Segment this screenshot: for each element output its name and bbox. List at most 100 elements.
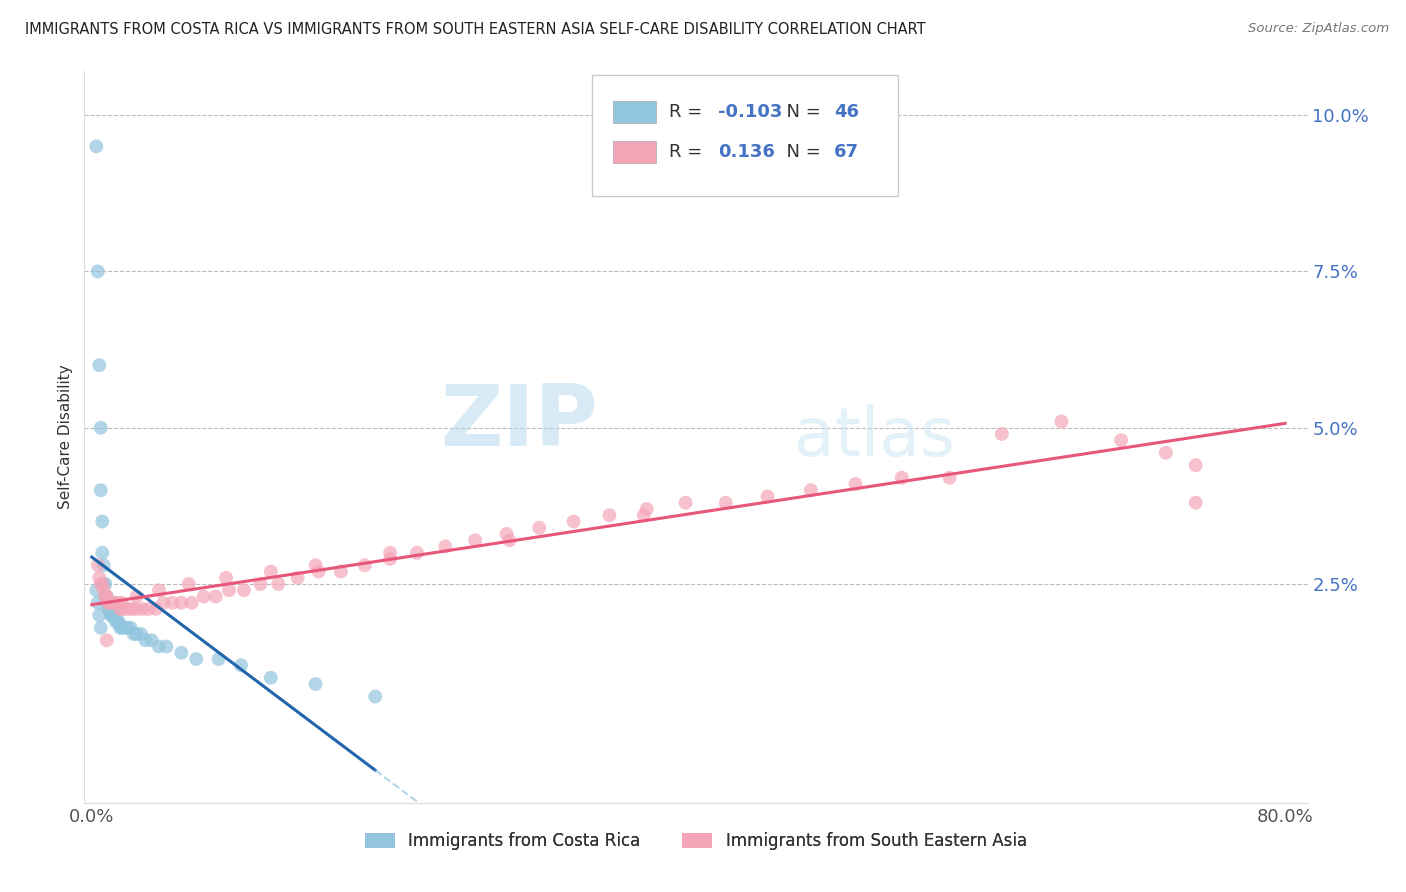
Point [233, 583, 256, 598]
Point [117, 621, 139, 635]
Point [380, 546, 402, 560]
Point [84, 139, 107, 153]
Point [114, 621, 136, 635]
Point [121, 602, 143, 616]
Point [218, 583, 240, 598]
Point [155, 640, 177, 654]
Point [1109, 434, 1132, 448]
Point [434, 540, 457, 554]
Point [287, 571, 309, 585]
Point [529, 521, 551, 535]
Point [304, 558, 326, 573]
Point [90, 621, 112, 635]
Point [714, 496, 737, 510]
Point [598, 508, 620, 523]
Point [129, 627, 152, 641]
Point [100, 596, 122, 610]
Point [756, 490, 779, 504]
Point [495, 527, 517, 541]
Point [249, 577, 271, 591]
Point [162, 596, 184, 610]
Point [215, 571, 238, 585]
Point [633, 508, 655, 523]
Text: -0.103: -0.103 [718, 103, 782, 120]
Point [138, 602, 160, 616]
Point [90, 483, 112, 498]
Point [96, 590, 118, 604]
Point [98, 602, 121, 616]
Point [90, 577, 112, 591]
Point [636, 502, 658, 516]
Point [800, 483, 823, 498]
Point [93, 577, 115, 591]
Point [94, 590, 117, 604]
Point [364, 690, 387, 704]
Point [91, 577, 114, 591]
Point [96, 633, 118, 648]
Point [498, 533, 520, 548]
Point [406, 546, 429, 560]
Text: N =: N = [776, 103, 827, 120]
Point [260, 671, 283, 685]
Point [177, 577, 200, 591]
Point [991, 426, 1014, 441]
Point [84, 583, 107, 598]
Text: atlas: atlas [794, 404, 955, 470]
Point [125, 627, 148, 641]
Point [125, 602, 148, 616]
Point [104, 615, 127, 629]
Point [120, 621, 142, 635]
Point [562, 515, 585, 529]
Point [152, 596, 174, 610]
Point [87, 558, 110, 573]
Point [845, 477, 868, 491]
Point [122, 627, 145, 641]
Text: R =: R = [669, 143, 714, 161]
Y-axis label: Self-Care Disability: Self-Care Disability [58, 365, 73, 509]
FancyBboxPatch shape [613, 141, 655, 163]
Point [103, 596, 125, 610]
Point [193, 590, 215, 604]
Point [890, 471, 912, 485]
Point [100, 608, 122, 623]
Point [105, 615, 128, 629]
Text: Source: ZipAtlas.com: Source: ZipAtlas.com [1249, 22, 1389, 36]
FancyBboxPatch shape [613, 101, 655, 122]
Point [204, 590, 226, 604]
Point [101, 608, 124, 623]
Legend: Immigrants from Costa Rica, Immigrants from South Eastern Asia: Immigrants from Costa Rica, Immigrants f… [359, 825, 1033, 856]
Point [112, 602, 135, 616]
Point [145, 602, 167, 616]
Point [108, 602, 131, 616]
FancyBboxPatch shape [592, 75, 898, 195]
Point [229, 658, 252, 673]
Point [91, 515, 114, 529]
Point [1050, 414, 1073, 428]
Point [105, 596, 128, 610]
Point [675, 496, 697, 510]
Point [464, 533, 486, 548]
Point [111, 621, 134, 635]
Point [96, 590, 118, 604]
Point [87, 596, 110, 610]
Point [380, 552, 402, 566]
Point [91, 546, 114, 560]
Point [141, 633, 163, 648]
Point [170, 646, 193, 660]
Point [260, 565, 283, 579]
Text: IMMIGRANTS FROM COSTA RICA VS IMMIGRANTS FROM SOUTH EASTERN ASIA SELF-CARE DISAB: IMMIGRANTS FROM COSTA RICA VS IMMIGRANTS… [25, 22, 927, 37]
Point [304, 677, 326, 691]
Point [87, 264, 110, 278]
Point [207, 652, 229, 666]
Point [94, 590, 117, 604]
Point [89, 358, 111, 372]
Point [94, 577, 117, 591]
Point [267, 577, 290, 591]
Point [107, 615, 129, 629]
Text: N =: N = [776, 143, 827, 161]
Point [125, 590, 148, 604]
Point [108, 621, 131, 635]
Text: R =: R = [669, 103, 709, 120]
Point [180, 596, 202, 610]
Point [97, 602, 120, 616]
